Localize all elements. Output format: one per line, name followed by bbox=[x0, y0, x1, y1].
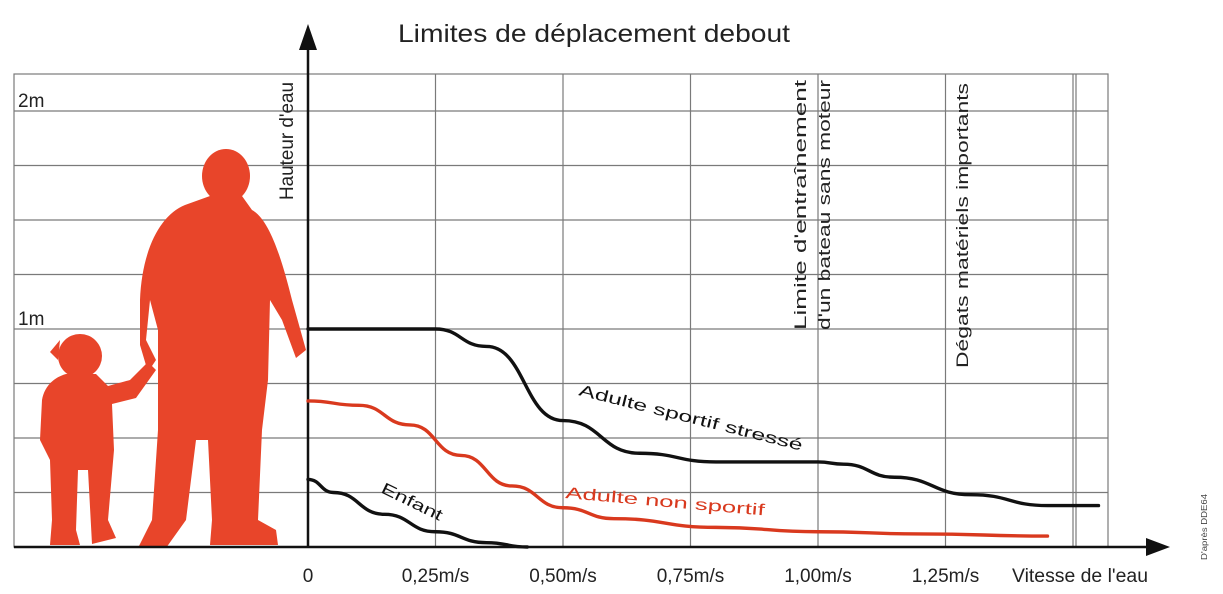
credit-text: D'après DDE64 bbox=[1200, 493, 1209, 560]
chart-title: Limites de déplacement debout bbox=[398, 20, 790, 48]
series-line-0 bbox=[306, 327, 1101, 508]
series-line-1 bbox=[306, 399, 1050, 538]
adult-silhouette-icon bbox=[138, 149, 306, 548]
annotation-0-line-1: d'un bateau sans moteur bbox=[815, 80, 834, 330]
y-tick-label: 2m bbox=[18, 91, 44, 112]
child-silhouette-icon bbox=[40, 334, 156, 545]
y-tick-label: 1m bbox=[18, 309, 44, 330]
x-tick-label: 0,50m/s bbox=[529, 566, 597, 587]
x-tick-label: 1,00m/s bbox=[784, 566, 852, 587]
x-tick-label: 0,25m/s bbox=[402, 566, 470, 587]
tick-labels: 0 0,25m/s 0,50m/s 0,75m/s 1,00m/s 1,25m/s 1m 2m bbox=[18, 91, 979, 587]
series-line-2 bbox=[306, 477, 529, 549]
x-tick-label: 1,25m/s bbox=[912, 566, 980, 587]
x-axis-label: Vitesse de l'eau bbox=[1012, 566, 1148, 587]
silhouettes bbox=[40, 149, 306, 548]
annotation-1-line-0: Dégats matériels importants bbox=[953, 83, 972, 368]
y-axis-arrow-icon bbox=[299, 24, 317, 50]
x-tick-label: 0 bbox=[303, 566, 314, 587]
annotation-0-line-0: Limite d'entraînement bbox=[791, 80, 810, 330]
x-axis-arrow-icon bbox=[1146, 538, 1170, 556]
x-tick-label: 0,75m/s bbox=[657, 566, 725, 587]
y-axis-label: Hauteur d'eau bbox=[277, 82, 298, 200]
